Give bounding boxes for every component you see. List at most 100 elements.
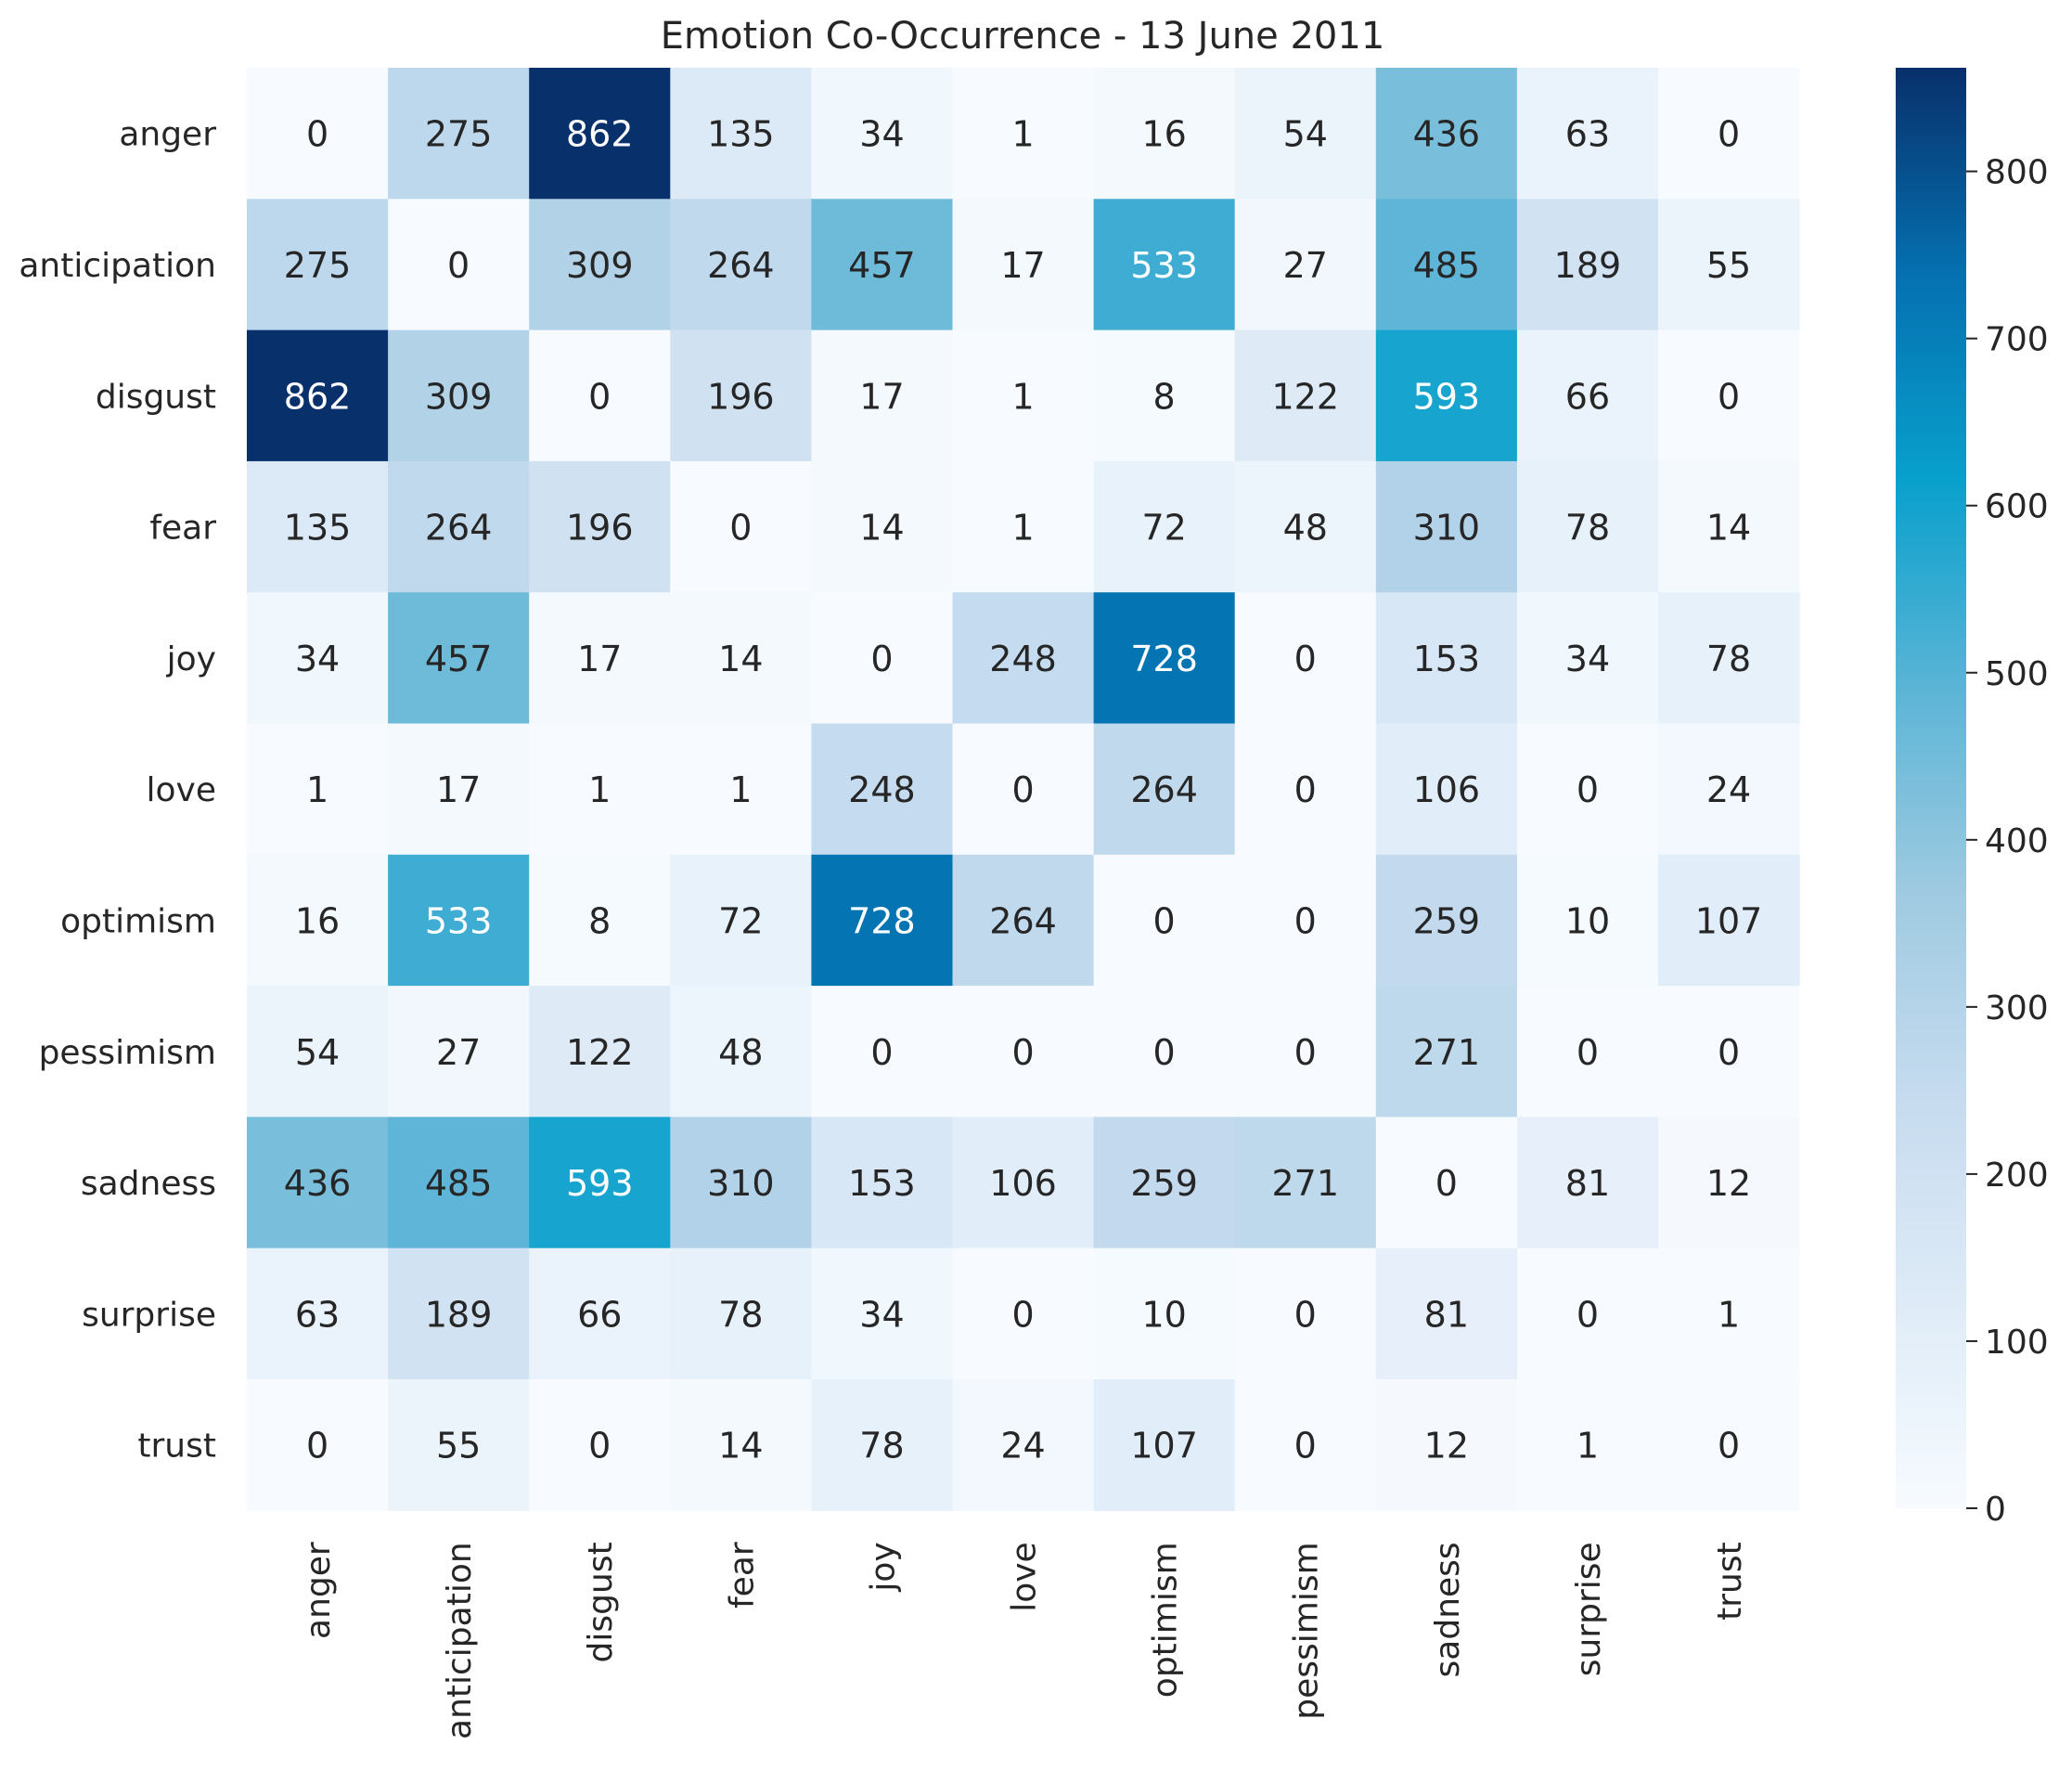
colorbar: [1896, 68, 1966, 1508]
heatmap-cell: [1093, 460, 1236, 593]
heatmap-cell: [388, 1247, 530, 1380]
x-tick-label: trust: [1711, 1542, 1749, 1621]
cell-value-label: 34: [859, 114, 904, 155]
cell-value-label: 107: [1695, 900, 1763, 941]
cell-value-label: 0: [306, 114, 328, 155]
cell-value-label: 271: [1271, 1163, 1339, 1204]
cell-value-label: 0: [870, 639, 893, 679]
cell-value-label: 78: [1565, 508, 1610, 549]
heatmap-cell: [952, 986, 1095, 1118]
cell-value-label: 0: [1294, 900, 1317, 941]
heatmap-cell: [811, 854, 954, 987]
heatmap-cell: [811, 986, 954, 1118]
cell-value-label: 310: [707, 1163, 775, 1204]
cell-value-label: 78: [859, 1426, 904, 1466]
cell-value-label: 16: [1141, 114, 1186, 155]
heatmap-cell: [1516, 1247, 1659, 1380]
cell-value-label: 189: [1554, 245, 1622, 286]
heatmap-cell: [529, 592, 671, 725]
heatmap-cell: [1093, 329, 1236, 462]
y-tick-label: sadness: [81, 1165, 216, 1203]
cell-value-label: 0: [588, 1426, 611, 1466]
heatmap-cell: [1375, 1247, 1518, 1380]
heatmap-cell: [811, 68, 954, 200]
cell-value-label: 0: [588, 376, 611, 417]
heatmap-cell: [1375, 723, 1518, 856]
heatmap-cell: [952, 329, 1095, 462]
heatmap-cell: [811, 460, 954, 593]
cell-value-label: 0: [1294, 1294, 1317, 1335]
heatmap-cell: [1516, 460, 1659, 593]
heatmap-cell: [1375, 199, 1518, 331]
cell-value-label: 0: [1294, 769, 1317, 810]
cell-value-label: 457: [848, 245, 916, 286]
cell-value-label: 0: [1577, 1032, 1599, 1073]
heatmap-cell: [670, 329, 812, 462]
heatmap-cell: [1658, 986, 1800, 1118]
cell-value-label: 27: [1283, 245, 1328, 286]
heatmap-cell: [1234, 1379, 1377, 1511]
heatmap-cell: [1658, 1247, 1800, 1380]
cell-value-label: 17: [859, 376, 904, 417]
cell-value-label: 0: [1294, 1032, 1317, 1073]
heatmap-cell: [811, 592, 954, 725]
cell-value-label: 436: [1413, 114, 1481, 155]
cell-value-label: 0: [1718, 1426, 1740, 1466]
cell-value-label: 593: [566, 1163, 634, 1204]
cell-value-label: 0: [1435, 1163, 1458, 1204]
cell-value-label: 728: [1130, 639, 1198, 679]
heatmap-cell: [1234, 460, 1377, 593]
cell-value-label: 264: [1130, 769, 1198, 810]
heatmap-cell: [1375, 592, 1518, 725]
heatmap-cells: 0 275 862 135 34 1 16 54 436 63 0 275 0 309 264 457 17 53…: [247, 68, 1800, 1511]
cell-value-label: 533: [425, 900, 493, 941]
heatmap-cell: [388, 68, 530, 200]
heatmap-cell: [247, 986, 389, 1118]
colorbar-tick-label: 300: [1985, 989, 2049, 1027]
heatmap-cell: [1658, 329, 1800, 462]
heatmap-cell: [670, 1379, 812, 1511]
cell-value-label: 122: [1271, 376, 1339, 417]
heatmap-cell: [1375, 329, 1518, 462]
cell-value-label: 196: [566, 508, 634, 549]
colorbar-tick-label: 600: [1985, 488, 2049, 526]
cell-value-label: 66: [1565, 376, 1610, 417]
y-tick-label: fear: [149, 510, 216, 548]
cell-value-label: 1: [1718, 1294, 1740, 1335]
heatmap-cell: [1658, 854, 1800, 987]
heatmap-cell: [388, 199, 530, 331]
x-axis-labels: anger anticipation disgust fear joy love optim…: [300, 1542, 1749, 1739]
cell-value-label: 153: [848, 1163, 916, 1204]
cell-value-label: 436: [284, 1163, 352, 1204]
cell-value-label: 189: [425, 1294, 493, 1335]
heatmap-cell: [1375, 68, 1518, 200]
heatmap-cell: [388, 854, 530, 987]
y-tick-label: anticipation: [19, 247, 216, 285]
cell-value-label: 0: [1011, 1294, 1034, 1335]
cell-value-label: 196: [707, 376, 775, 417]
colorbar-tick-label: 0: [1985, 1491, 2006, 1529]
cell-value-label: 81: [1424, 1294, 1469, 1335]
cell-value-label: 264: [989, 900, 1057, 941]
heatmap-cell: [1093, 1117, 1236, 1249]
cell-value-label: 271: [1413, 1032, 1481, 1073]
cell-value-label: 248: [989, 639, 1057, 679]
heatmap-cell: [1516, 854, 1659, 987]
heatmap-cell: [247, 854, 389, 987]
heatmap-cell: [529, 986, 671, 1118]
heatmap-cell: [811, 329, 954, 462]
cell-value-label: 8: [1153, 376, 1176, 417]
heatmap-cell: [1093, 1379, 1236, 1511]
colorbar-tick-label: 500: [1985, 655, 2049, 693]
heatmap-cell: [247, 1379, 389, 1511]
heatmap-cell: [670, 592, 812, 725]
cell-value-label: 66: [577, 1294, 622, 1335]
heatmap-cell: [247, 1247, 389, 1380]
heatmap-cell: [952, 854, 1095, 987]
heatmap-cell: [811, 1247, 954, 1380]
heatmap-cell: [529, 329, 671, 462]
heatmap-cell: [1516, 1379, 1659, 1511]
y-tick-label: anger: [119, 116, 216, 154]
y-tick-label: pessimism: [39, 1034, 216, 1072]
heatmap-cell: [1093, 592, 1236, 725]
